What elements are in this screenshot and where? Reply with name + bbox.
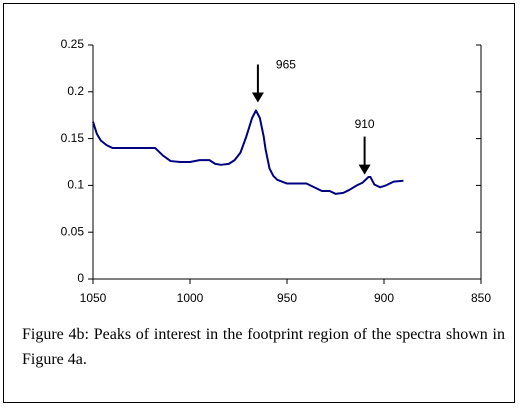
annotation-label: 965 <box>276 58 296 72</box>
y-tick-label: 0.2 <box>67 84 84 98</box>
x-tick-label: 850 <box>471 291 491 305</box>
y-tick-label: 0.05 <box>61 224 85 238</box>
annotation-label: 910 <box>355 117 375 131</box>
x-tick-label: 1000 <box>177 291 204 305</box>
spectrum-line <box>92 109 404 195</box>
y-tick-label: 0.1 <box>67 178 84 192</box>
figure-frame: 0 0.05 0.1 0.15 0.2 0.25 1050 1000 950 900 850 965 9… <box>3 3 515 403</box>
x-tick-label: 950 <box>277 291 297 305</box>
x-tick-label: 900 <box>374 291 394 305</box>
y-tick-label: 0 <box>77 271 84 285</box>
chart: 0 0.05 0.1 0.15 0.2 0.25 1050 1000 950 900 850 965 9… <box>61 37 492 305</box>
annotation-arrow-head <box>251 92 264 103</box>
x-tick-label: 1050 <box>80 291 107 305</box>
y-tick-label: 0.25 <box>61 37 85 51</box>
figure-caption: Figure 4b: Peaks of interest in the foot… <box>22 326 505 368</box>
annotation-arrow-head <box>358 164 371 175</box>
y-tick-label: 0.15 <box>61 131 85 145</box>
